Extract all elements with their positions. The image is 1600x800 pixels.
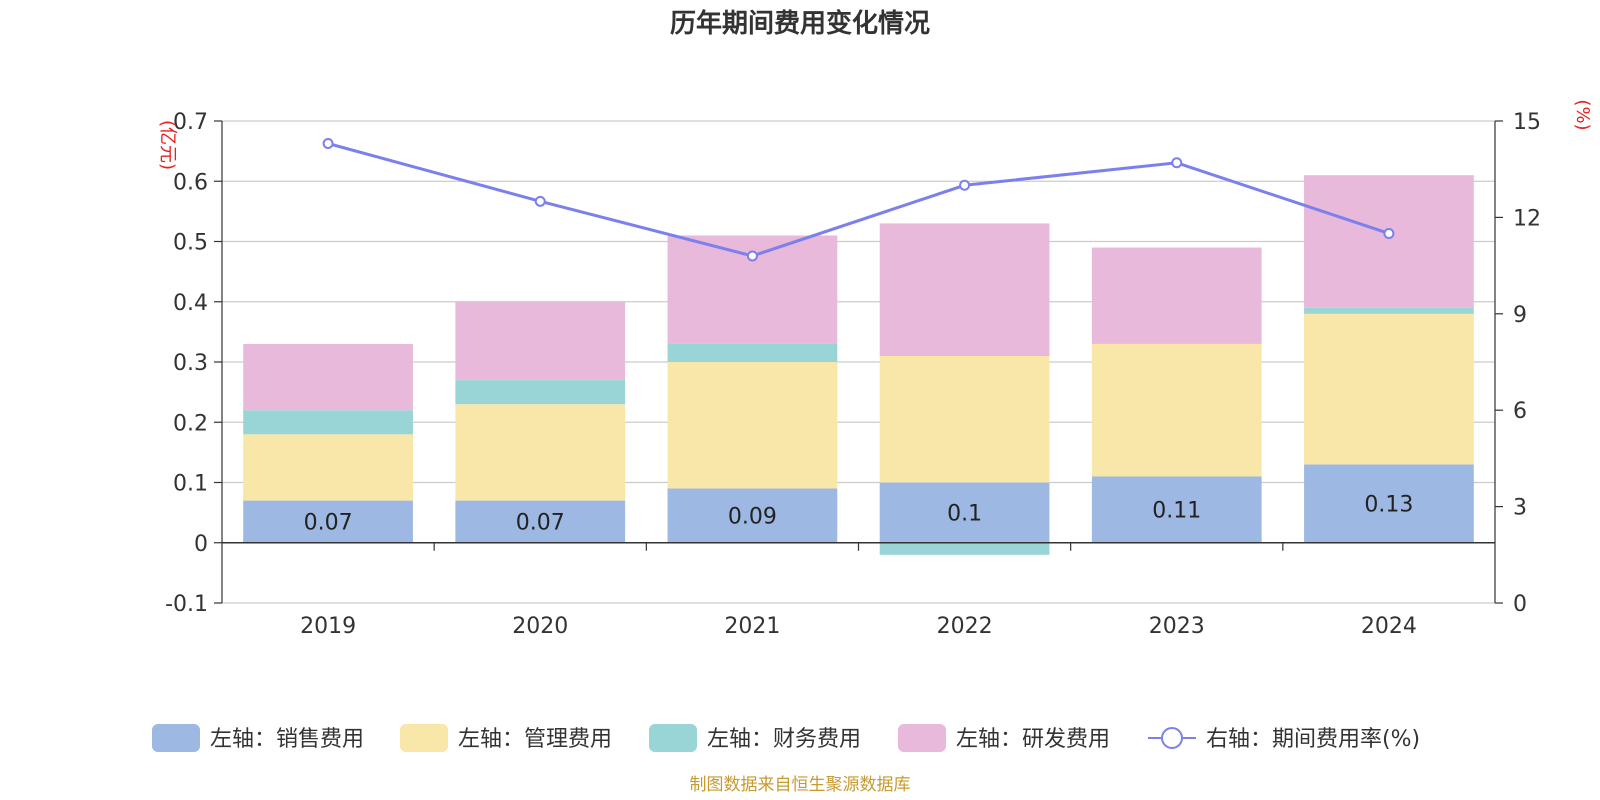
bar-value-label: 0.07 [516,511,565,536]
bar-segment-s3 [1091,247,1262,344]
legend-marker [1161,727,1183,749]
x-tick-label: 2024 [1361,614,1417,639]
rate-line-point [322,137,334,149]
bar-segment-s0 [243,500,413,543]
x-tick-label: 2023 [1149,614,1205,639]
legend: 左轴：销售费用 左轴：管理费用 左轴：财务费用 左轴：研发费用 右轴：期间费用率(%) [152,724,1420,752]
bar-value-label: 0.11 [1152,499,1201,524]
axes: -0.1 0 0.1 0.2 0.3 0.4 0.5 0.6 0.7 0 3 6 9 12 15 2019 20… [165,110,1541,639]
bar-value-label: 0.13 [1364,493,1413,518]
legend-swatch [898,724,946,752]
legend-swatch [152,724,200,752]
right-tick-label: 12 [1513,206,1541,231]
legend-label: 左轴：管理费用 [458,727,612,752]
x-tick-label: 2020 [512,614,568,639]
right-tick-label: 3 [1513,496,1527,521]
bar-segment-s0 [1091,476,1262,543]
rate-line-point [1171,157,1183,169]
bar-segment-s1 [455,404,626,501]
legend-label: 左轴：财务费用 [707,727,861,752]
right-tick-label: 15 [1513,110,1541,135]
rate-line-point [746,250,758,262]
source-note: 制图数据来自恒生聚源数据库 [690,775,911,795]
left-tick-label: -0.1 [165,592,208,617]
bar-segment-s1 [243,434,413,501]
legend-swatch [649,724,697,752]
left-tick-label: 0.7 [173,110,208,135]
legend-swatch [400,724,448,752]
left-tick-label: 0.1 [173,472,208,497]
bar-segment-s0 [1304,464,1474,543]
bar-segment-s1 [1304,313,1474,465]
bar-segment-s0 [879,482,1050,543]
x-tick-label: 2022 [937,614,993,639]
rate-line [322,137,1395,262]
rate-line-path [327,142,1390,258]
left-tick-label: 0.3 [173,351,208,376]
bar-segment-s0 [667,488,838,543]
bar-value-labels: 0.07 0.07 0.09 0.1 0.11 0.13 [304,493,1414,536]
left-tick-label: 0.6 [173,170,208,195]
bar-value-label: 0.09 [728,505,777,530]
bar-segment-s1 [879,355,1050,483]
right-tick-label: 6 [1513,399,1527,424]
bar-segment-s2 [1304,307,1474,314]
bar-segment-s2 [879,542,1050,555]
bars [243,175,1474,555]
right-axis-unit: (%) [1572,99,1593,130]
grid-lines [222,120,1495,604]
left-axis-unit: (亿元) [157,120,178,170]
bar-segment-s2 [455,380,626,405]
left-tick-label: 0.2 [173,411,208,436]
chart-title: 历年期间费用变化情况 [670,8,930,39]
legend-label: 左轴：研发费用 [956,727,1110,752]
bar-segment-s3 [879,223,1050,356]
bar-segment-s2 [667,343,838,362]
x-tick-label: 2021 [724,614,780,639]
bar-segment-s0 [455,500,626,543]
bar-segment-s3 [243,343,413,411]
right-tick-label: 9 [1513,303,1527,328]
bar-segment-s3 [455,301,626,381]
left-tick-label: 0.5 [173,231,208,256]
rate-line-point [1383,227,1395,239]
legend-label: 左轴：销售费用 [210,727,364,752]
bar-segment-s3 [1304,175,1474,308]
legend-label: 右轴：期间费用率(%) [1206,727,1420,752]
left-tick-label: 0.4 [173,291,208,316]
x-tick-label: 2019 [300,614,356,639]
bar-segment-s2 [243,410,413,435]
right-tick-label: 0 [1513,592,1527,617]
rate-line-point [959,179,971,191]
bar-segment-s1 [1091,343,1262,477]
bar-segment-s1 [667,362,838,489]
rate-line-point [534,195,546,207]
bar-value-label: 0.1 [947,502,982,527]
left-tick-label: 0 [194,532,208,557]
bar-value-label: 0.07 [304,511,353,536]
